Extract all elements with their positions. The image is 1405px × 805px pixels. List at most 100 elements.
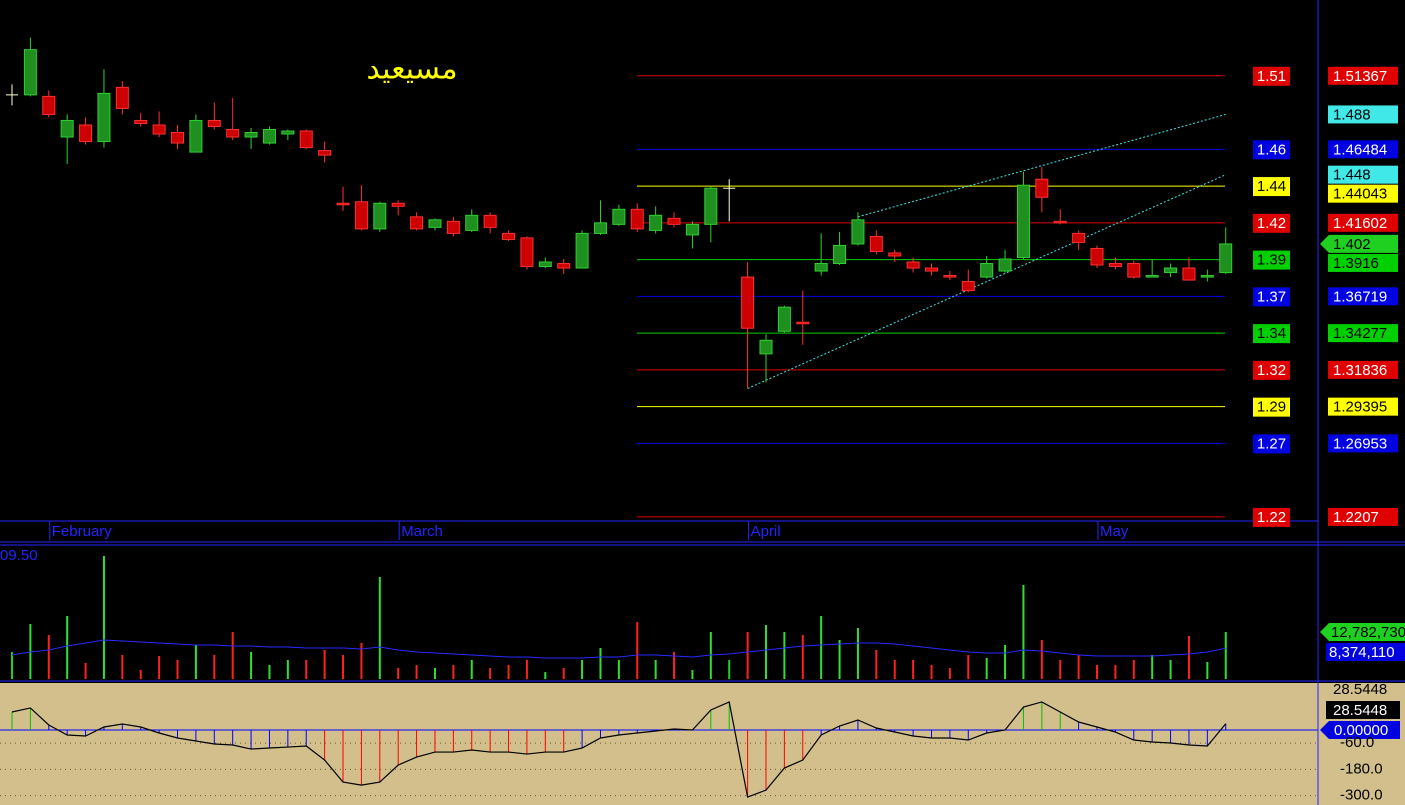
candle-body [1035, 178, 1049, 198]
candle-body [1182, 267, 1196, 281]
candle-body [97, 92, 111, 143]
y-tick-label: -180.0 [1340, 760, 1383, 777]
price-tag-box [1328, 184, 1398, 203]
candle-body [318, 150, 332, 156]
candle-body [796, 321, 810, 325]
candle-body [446, 220, 460, 234]
candle-body [869, 235, 883, 252]
candle-body [1072, 232, 1086, 243]
price-tag: 1.44043 [1333, 186, 1387, 203]
candle-body [777, 306, 791, 332]
y-tick-box [1320, 721, 1400, 740]
level-label: 1.42 [1257, 215, 1286, 232]
level-label: 1.27 [1257, 435, 1286, 452]
price-tag: 1.448 [1333, 167, 1371, 184]
candle-body [244, 132, 258, 138]
x-tick-label: April [751, 523, 781, 540]
volume-tag: 8,374,110 [1329, 644, 1395, 661]
candle-body [759, 339, 773, 355]
candle-body [42, 95, 56, 115]
candle-body [336, 202, 350, 206]
price-tag: 1.41602 [1333, 215, 1387, 232]
candle-body [354, 201, 368, 230]
candle-body [1090, 247, 1104, 266]
volume-tag-box [1326, 643, 1405, 662]
oscillator-pane [0, 683, 1405, 805]
candle-body [281, 130, 295, 135]
candle-body [262, 128, 276, 144]
level-label-box [1253, 507, 1290, 527]
y-tick-label: -60.0 [1340, 734, 1374, 751]
volume-tag-box [1320, 623, 1405, 642]
oscillator-tag: 28.5448 [1333, 702, 1387, 719]
volume-average [11, 639, 1226, 659]
level-label-box [1253, 250, 1290, 270]
candle-body [649, 214, 663, 231]
level-label: 1.34 [1257, 325, 1286, 342]
candle-body [961, 281, 975, 292]
level-label-box [1253, 140, 1290, 160]
candle-body [704, 187, 718, 225]
price-tag-box [1328, 360, 1398, 379]
candle-body [189, 119, 203, 153]
candle-body [685, 223, 699, 236]
candle-body [888, 252, 902, 257]
level-label: 1.22 [1257, 509, 1286, 526]
price-tag-box [1328, 213, 1398, 232]
level-label-box [1253, 397, 1290, 417]
candle-body [741, 276, 755, 329]
trendline [747, 174, 1226, 389]
candle-body [1200, 275, 1214, 278]
candle-body [1219, 243, 1233, 274]
candle-body [60, 119, 74, 138]
price-tag: 1.2207 [1333, 509, 1379, 526]
candle-body [23, 49, 37, 96]
price-tag: 1.402 [1333, 236, 1371, 253]
candle-body [483, 214, 497, 228]
candle-body [630, 208, 644, 230]
candle-body [575, 232, 589, 269]
level-label: 1.39 [1257, 252, 1286, 269]
level-label-box [1253, 177, 1290, 197]
candle-body [79, 124, 93, 143]
price-tag-box [1328, 324, 1398, 343]
candle-body [1145, 275, 1159, 278]
x-tick-label: March [401, 523, 443, 540]
candle-body [980, 263, 994, 278]
oscillator-tag-box [1326, 701, 1400, 720]
level-label-box [1253, 287, 1290, 307]
price-tag: 1.31836 [1333, 362, 1387, 379]
candle-body [851, 219, 865, 245]
level-label: 1.29 [1257, 399, 1286, 416]
price-tag: 1.26953 [1333, 435, 1387, 452]
price-tag-box [1328, 105, 1398, 124]
x-tick-label: February [52, 523, 113, 540]
candle-body [925, 267, 938, 272]
candle-body [814, 263, 828, 272]
candle-body [373, 202, 387, 230]
candle-body [1108, 263, 1122, 268]
price-tag: 1.34277 [1333, 325, 1387, 342]
candle-body [428, 219, 442, 228]
candle-body [538, 261, 552, 268]
candle-body [833, 244, 847, 265]
level-label: 1.32 [1257, 362, 1286, 379]
candle-body [391, 202, 405, 207]
chart-title: مسيعيد [366, 52, 457, 87]
pane-label: 09.50 [0, 547, 38, 564]
candle-body [1164, 267, 1178, 274]
candle-body [520, 237, 534, 268]
price-tag: 1.51367 [1333, 68, 1387, 85]
candle-body [134, 119, 148, 124]
price-tag-box [1328, 507, 1398, 526]
x-tick-label: May [1100, 523, 1129, 540]
level-label-box [1253, 434, 1290, 454]
level-label: 1.46 [1257, 141, 1286, 158]
price-tag: 1.3916 [1333, 255, 1379, 272]
candle-body [612, 208, 626, 225]
candle-body [465, 214, 479, 231]
oscillator-line [11, 701, 1227, 798]
candle-body [410, 216, 424, 230]
